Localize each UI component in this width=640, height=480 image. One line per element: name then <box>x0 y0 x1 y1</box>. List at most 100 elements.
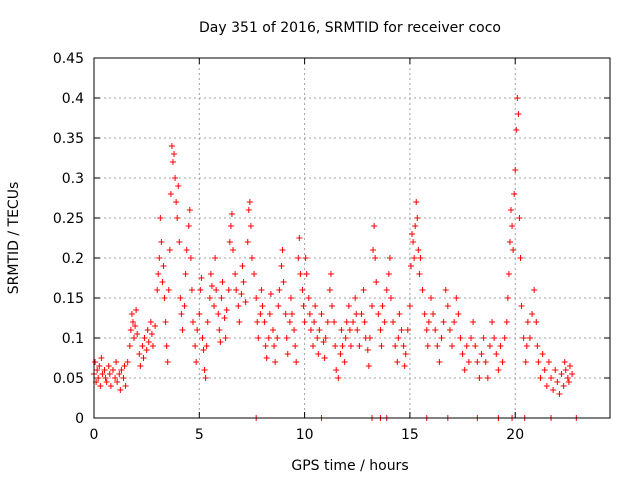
data-point <box>102 375 109 381</box>
data-point <box>137 363 144 369</box>
data-point <box>270 327 277 333</box>
data-point <box>259 303 266 309</box>
data-point <box>533 319 540 325</box>
data-point <box>314 335 321 341</box>
data-point <box>171 151 178 157</box>
data-point <box>566 363 573 369</box>
data-point <box>288 311 295 317</box>
data-point <box>350 319 357 325</box>
data-point <box>535 359 542 365</box>
data-point <box>508 207 515 213</box>
data-point <box>144 327 151 333</box>
data-point <box>318 311 325 317</box>
data-point <box>510 247 517 253</box>
data-point <box>175 183 182 189</box>
data-point <box>514 95 521 101</box>
data-point <box>94 367 101 373</box>
data-point <box>257 311 264 317</box>
data-point <box>537 375 544 381</box>
data-point <box>185 223 192 229</box>
data-point <box>467 335 474 341</box>
data-point <box>263 355 270 361</box>
data-point <box>156 255 163 261</box>
data-point <box>512 167 519 173</box>
data-point <box>432 327 439 333</box>
data-point <box>303 271 310 277</box>
data-point <box>339 343 346 349</box>
data-point <box>199 335 206 341</box>
data-point <box>297 271 304 277</box>
data-point <box>296 235 303 241</box>
data-point <box>258 287 265 293</box>
data-point <box>442 287 449 293</box>
data-point <box>326 287 333 293</box>
data-point <box>276 287 283 293</box>
data-point <box>118 367 125 373</box>
data-point <box>101 367 108 373</box>
data-point <box>332 343 339 349</box>
data-point <box>370 247 377 253</box>
data-point <box>476 375 483 381</box>
data-point <box>440 319 447 325</box>
data-point <box>168 143 175 149</box>
x-tick-label: 10 <box>296 427 314 443</box>
data-point <box>244 239 251 245</box>
data-point <box>255 335 262 341</box>
data-point <box>395 335 402 341</box>
data-point <box>513 127 520 133</box>
data-point <box>114 379 121 385</box>
data-point <box>173 199 180 205</box>
data-point <box>345 303 352 309</box>
data-point <box>516 215 523 221</box>
data-point <box>165 287 172 293</box>
data-point <box>202 375 209 381</box>
data-point <box>369 303 376 309</box>
data-point <box>215 311 222 317</box>
data-point <box>196 311 203 317</box>
data-point <box>511 191 518 197</box>
data-point <box>274 335 281 341</box>
data-point <box>409 231 416 237</box>
data-point <box>436 359 443 365</box>
data-point <box>279 247 286 253</box>
data-point <box>480 335 487 341</box>
data-point <box>186 207 193 213</box>
data-point <box>394 359 401 365</box>
data-point <box>550 387 557 393</box>
data-point <box>371 223 378 229</box>
data-point <box>484 375 491 381</box>
data-point <box>228 211 235 217</box>
data-point <box>271 343 278 349</box>
data-point <box>160 263 167 269</box>
data-point <box>120 375 127 381</box>
data-point <box>333 367 340 373</box>
data-point <box>124 359 131 365</box>
data-point <box>272 359 279 365</box>
data-point <box>92 359 99 365</box>
data-point <box>161 295 168 301</box>
data-point <box>204 319 211 325</box>
data-point <box>172 175 179 181</box>
x-tick-label: 20 <box>506 427 524 443</box>
data-point <box>407 263 414 269</box>
data-point <box>109 367 116 373</box>
data-point <box>302 255 309 261</box>
data-point <box>121 363 128 369</box>
data-point <box>230 247 237 253</box>
data-point <box>387 295 394 301</box>
data-point <box>524 319 531 325</box>
y-tick-label: 0.35 <box>53 131 84 147</box>
y-tick-label: 0.3 <box>62 171 84 187</box>
data-point <box>117 387 124 393</box>
data-point <box>305 295 312 301</box>
data-point <box>446 327 453 333</box>
data-point <box>565 379 572 385</box>
data-point <box>166 247 173 253</box>
data-point <box>134 331 141 337</box>
data-point <box>381 319 388 325</box>
data-point <box>410 239 417 245</box>
data-point <box>158 239 165 245</box>
data-point <box>221 315 228 321</box>
data-point <box>174 215 181 221</box>
data-point <box>354 327 361 333</box>
